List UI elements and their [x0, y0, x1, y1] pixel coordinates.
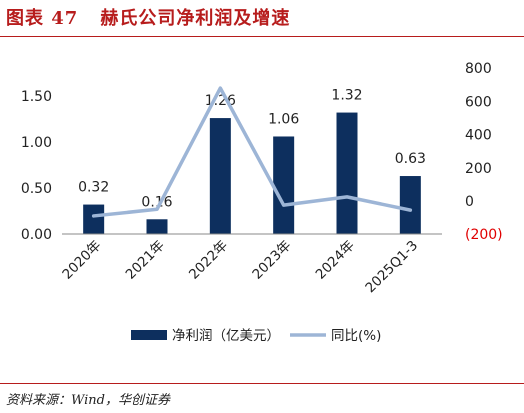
- bar-data-label: 0.16: [141, 194, 172, 210]
- bar: [83, 204, 105, 234]
- right-tick-label: 800: [465, 61, 492, 77]
- line-series: [91, 86, 413, 218]
- left-axis: 0.00 0.50 1.00 1.50: [21, 89, 52, 243]
- legend-line-label: 同比(%): [331, 328, 381, 344]
- left-tick-label: 0.50: [21, 181, 52, 197]
- right-tick-label: 600: [465, 94, 492, 110]
- bar: [273, 136, 295, 234]
- x-tick-label: 2022年: [186, 238, 231, 283]
- bar-data-label: 0.32: [78, 180, 109, 196]
- right-tick-label: 400: [465, 128, 492, 144]
- left-tick-label: 1.50: [21, 89, 52, 105]
- bar-series: [83, 112, 421, 234]
- legend-bar-swatch: [131, 330, 167, 340]
- bar: [336, 112, 358, 234]
- figure-title-text: 赫氏公司净利润及增速: [100, 8, 291, 29]
- bar: [146, 219, 168, 234]
- bar-data-label: 0.63: [395, 151, 426, 167]
- footer-divider: [0, 383, 524, 384]
- x-tick-label: 2021年: [123, 238, 168, 283]
- right-axis: (200) 0 200 400 600 800: [465, 61, 503, 243]
- right-tick-label: 0: [465, 194, 474, 210]
- chart: 0.00 0.50 1.00 1.50 (200) 0 200 400 600 800 0.32…: [21, 61, 503, 344]
- bar: [399, 176, 421, 234]
- left-tick-label: 1.00: [21, 135, 52, 151]
- line-path: [91, 86, 413, 218]
- bar: [209, 118, 231, 234]
- x-tick-label: 2024年: [313, 238, 358, 283]
- bar-data-label: 1.32: [331, 88, 362, 104]
- x-tick-label: 2025Q1-3: [362, 238, 421, 297]
- figure-title: 图表 47 赫氏公司净利润及增速: [6, 4, 290, 30]
- left-tick-label: 0.00: [21, 227, 52, 243]
- x-axis-labels: 2020年 2021年 2022年 2023年 2024年 2025Q1-3: [59, 238, 421, 297]
- source-note: 资料来源：Wind，华创证券: [6, 393, 170, 408]
- legend: 净利润（亿美元） 同比(%): [131, 328, 381, 344]
- title-bar: 图表 47 赫氏公司净利润及增速: [0, 0, 524, 37]
- x-tick-label: 2020年: [59, 238, 104, 283]
- x-tick-label: 2023年: [249, 238, 294, 283]
- bar-data-label: 1.06: [268, 111, 299, 127]
- legend-bar-label: 净利润（亿美元）: [172, 328, 280, 344]
- figure-label: 图表 47: [6, 8, 79, 29]
- right-tick-label: 200: [465, 161, 492, 177]
- right-tick-label: (200): [465, 227, 503, 243]
